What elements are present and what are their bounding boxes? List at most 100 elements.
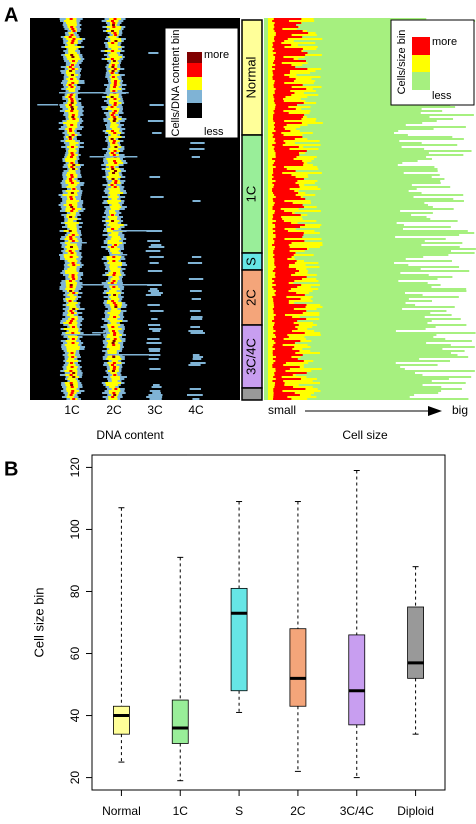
heatmap-cell (273, 204, 303, 206)
heatmap-cell (113, 366, 117, 368)
heatmap-cell (145, 294, 161, 296)
heatmap-cell (268, 86, 322, 88)
heatmap-cell (268, 38, 323, 40)
heatmap-cell (275, 152, 299, 154)
heatmap-cell (67, 314, 74, 316)
heatmap-cell (268, 100, 306, 102)
heatmap-cell (111, 30, 115, 32)
heatmap-cell (272, 78, 296, 80)
heatmap-cell (264, 220, 458, 222)
heatmap-cell (109, 248, 120, 250)
heatmap-cell (69, 280, 73, 282)
heatmap-cell (71, 356, 75, 358)
heatmap-cell (66, 186, 76, 188)
heatmap-cell (113, 316, 117, 318)
y-tick-label: 60 (68, 647, 82, 661)
heatmap-cell (274, 274, 292, 276)
heatmap-cell (70, 174, 74, 176)
heatmap-cell (108, 54, 119, 56)
heatmap-cell (272, 354, 303, 356)
heatmap-cell (110, 72, 114, 74)
heatmap-cell (275, 106, 289, 108)
heatmap-cell (71, 56, 75, 58)
heatmap-cell (70, 62, 77, 64)
heatmap-cell (273, 328, 298, 330)
heatmap-cell (264, 364, 438, 366)
heatmap-cell (264, 204, 429, 206)
heatmap-cell (273, 376, 282, 378)
heatmap-cell (67, 224, 77, 226)
heatmap-cell (268, 98, 301, 100)
heatmap-cell (70, 192, 74, 194)
heatmap-cell (110, 254, 128, 256)
heatmap-cell (264, 270, 470, 272)
heatmap-cell (272, 352, 296, 354)
heatmap-cell (264, 118, 454, 120)
heatmap-cell (264, 196, 414, 198)
heatmap-cell (113, 68, 117, 70)
plot-frame (91, 454, 446, 791)
heatmap-cell (68, 112, 79, 114)
heatmap-cell (106, 176, 121, 178)
heatmap-cell (66, 388, 77, 390)
heatmap-cell (69, 394, 73, 396)
heatmap-cell (274, 36, 303, 38)
heatmap-cell (264, 276, 453, 278)
heatmap-cell (264, 232, 475, 234)
heatmap-cell (111, 326, 115, 328)
heatmap-cell (108, 148, 119, 150)
heatmap-cell (273, 74, 285, 76)
heatmap-cell (64, 158, 77, 160)
heatmap-cell (264, 90, 465, 92)
heatmap-cell (264, 378, 449, 380)
heatmap-cell (264, 348, 443, 350)
heatmap-cell (272, 42, 282, 44)
heatmap-cell (272, 144, 283, 146)
heatmap-cell (70, 74, 74, 76)
heatmap-cell (268, 370, 312, 372)
x-tick-label: 2C (290, 804, 306, 818)
heatmap-cell (109, 264, 122, 266)
heatmap-cell (71, 326, 75, 328)
heatmap-cell (71, 208, 75, 210)
heatmap-cell (148, 290, 159, 292)
heatmap-cell (71, 64, 75, 66)
heatmap-cell (67, 132, 75, 134)
heatmap-cell (264, 76, 429, 78)
heatmap-cell (274, 322, 294, 324)
heatmap-cell (273, 100, 284, 102)
heatmap-cell (264, 158, 432, 160)
heatmap-cell (264, 336, 434, 338)
heatmap-cell (264, 282, 428, 284)
heatmap-cell (272, 20, 289, 22)
heatmap-cell (268, 200, 311, 202)
heatmap-cell (273, 394, 300, 396)
heatmap-cell (273, 124, 287, 126)
heatmap-cell (112, 260, 116, 262)
heatmap-cell (264, 54, 447, 56)
heatmap-cell (70, 232, 78, 234)
heatmap-cell (107, 318, 118, 320)
group-label: 2C (243, 289, 258, 306)
heatmap-cell (113, 334, 117, 336)
heatmap-cell (67, 126, 78, 128)
heatmap-cell (70, 176, 74, 178)
x-tick-label: 1C (173, 804, 189, 818)
heatmap-cell (264, 140, 400, 142)
heatmap-cell (273, 326, 296, 328)
heatmap-cell (68, 170, 76, 172)
heatmap-cell (272, 358, 298, 360)
heatmap-cell (272, 366, 300, 368)
heatmap-cell (72, 164, 76, 166)
heatmap-cell (109, 266, 118, 268)
heatmap-cell (268, 288, 319, 290)
heatmap-cell (110, 78, 119, 80)
heatmap-cell (273, 94, 292, 96)
heatmap-cell (272, 380, 284, 382)
arrow-head (428, 406, 442, 416)
heatmap-cell (264, 388, 462, 390)
heatmap-cell (272, 136, 303, 138)
heatmap-cell (264, 84, 407, 86)
heatmap-cell (110, 376, 120, 378)
heatmap-cell (264, 136, 453, 138)
